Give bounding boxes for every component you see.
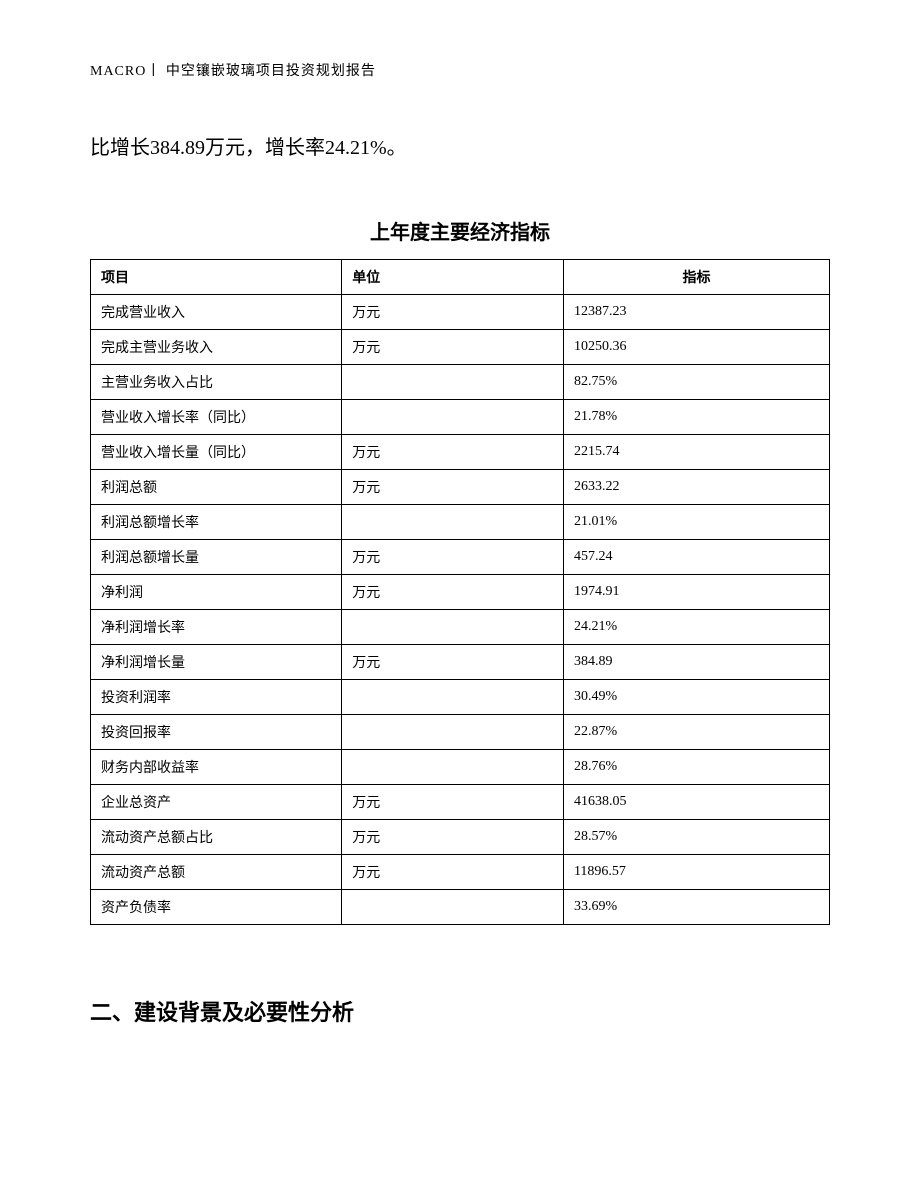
cell-item: 完成营业收入 — [91, 295, 342, 330]
cell-unit: 万元 — [342, 540, 564, 575]
cell-item: 投资回报率 — [91, 715, 342, 750]
cell-value: 33.69% — [563, 890, 829, 925]
cell-unit — [342, 400, 564, 435]
cell-value: 22.87% — [563, 715, 829, 750]
cell-unit — [342, 505, 564, 540]
page-header: MACRO丨 中空镶嵌玻璃项目投资规划报告 — [90, 60, 830, 80]
cell-unit — [342, 890, 564, 925]
col-header-value: 指标 — [563, 260, 829, 295]
cell-item: 利润总额增长率 — [91, 505, 342, 540]
table-row: 净利润增长率 24.21% — [91, 610, 830, 645]
cell-item: 营业收入增长率（同比） — [91, 400, 342, 435]
col-header-unit: 单位 — [342, 260, 564, 295]
cell-unit: 万元 — [342, 645, 564, 680]
table-row: 流动资产总额万元11896.57 — [91, 855, 830, 890]
cell-unit: 万元 — [342, 295, 564, 330]
table-row: 净利润万元1974.91 — [91, 575, 830, 610]
cell-item: 净利润增长量 — [91, 645, 342, 680]
cell-value: 30.49% — [563, 680, 829, 715]
cell-item: 企业总资产 — [91, 785, 342, 820]
cell-unit: 万元 — [342, 785, 564, 820]
cell-value: 21.01% — [563, 505, 829, 540]
cell-item: 流动资产总额占比 — [91, 820, 342, 855]
section-heading: 二、建设背景及必要性分析 — [90, 995, 830, 1027]
cell-item: 财务内部收益率 — [91, 750, 342, 785]
cell-unit — [342, 750, 564, 785]
cell-value: 12387.23 — [563, 295, 829, 330]
table-row: 完成主营业务收入万元10250.36 — [91, 330, 830, 365]
table-row: 营业收入增长量（同比）万元2215.74 — [91, 435, 830, 470]
table-row: 主营业务收入占比 82.75% — [91, 365, 830, 400]
cell-unit — [342, 715, 564, 750]
table-header-row: 项目 单位 指标 — [91, 260, 830, 295]
cell-unit: 万元 — [342, 575, 564, 610]
table-row: 净利润增长量万元384.89 — [91, 645, 830, 680]
cell-value: 28.76% — [563, 750, 829, 785]
table-row: 资产负债率 33.69% — [91, 890, 830, 925]
cell-value: 457.24 — [563, 540, 829, 575]
table-row: 利润总额增长量万元457.24 — [91, 540, 830, 575]
document-page: MACRO丨 中空镶嵌玻璃项目投资规划报告 比增长384.89万元，增长率24.… — [0, 0, 920, 1087]
cell-unit: 万元 — [342, 855, 564, 890]
cell-item: 营业收入增长量（同比） — [91, 435, 342, 470]
table-row: 利润总额增长率 21.01% — [91, 505, 830, 540]
cell-item: 利润总额增长量 — [91, 540, 342, 575]
table-row: 投资回报率 22.87% — [91, 715, 830, 750]
table-title: 上年度主要经济指标 — [90, 216, 830, 245]
cell-item: 投资利润率 — [91, 680, 342, 715]
cell-value: 2633.22 — [563, 470, 829, 505]
cell-value: 24.21% — [563, 610, 829, 645]
cell-item: 利润总额 — [91, 470, 342, 505]
table-row: 财务内部收益率 28.76% — [91, 750, 830, 785]
intro-paragraph: 比增长384.89万元，增长率24.21%。 — [90, 130, 830, 166]
cell-unit — [342, 680, 564, 715]
cell-value: 11896.57 — [563, 855, 829, 890]
table-row: 利润总额万元2633.22 — [91, 470, 830, 505]
table-row: 投资利润率 30.49% — [91, 680, 830, 715]
cell-item: 净利润增长率 — [91, 610, 342, 645]
cell-item: 资产负债率 — [91, 890, 342, 925]
cell-unit — [342, 365, 564, 400]
cell-value: 1974.91 — [563, 575, 829, 610]
cell-value: 2215.74 — [563, 435, 829, 470]
cell-unit: 万元 — [342, 820, 564, 855]
cell-item: 流动资产总额 — [91, 855, 342, 890]
economic-indicators-table: 项目 单位 指标 完成营业收入万元12387.23完成主营业务收入万元10250… — [90, 259, 830, 925]
cell-value: 28.57% — [563, 820, 829, 855]
cell-value: 41638.05 — [563, 785, 829, 820]
cell-value: 10250.36 — [563, 330, 829, 365]
table-row: 流动资产总额占比万元28.57% — [91, 820, 830, 855]
cell-item: 主营业务收入占比 — [91, 365, 342, 400]
cell-value: 82.75% — [563, 365, 829, 400]
col-header-item: 项目 — [91, 260, 342, 295]
cell-unit: 万元 — [342, 435, 564, 470]
table-row: 企业总资产万元41638.05 — [91, 785, 830, 820]
cell-item: 完成主营业务收入 — [91, 330, 342, 365]
cell-unit: 万元 — [342, 470, 564, 505]
cell-unit: 万元 — [342, 330, 564, 365]
table-body: 完成营业收入万元12387.23完成主营业务收入万元10250.36主营业务收入… — [91, 295, 830, 925]
cell-value: 21.78% — [563, 400, 829, 435]
cell-unit — [342, 610, 564, 645]
table-row: 营业收入增长率（同比） 21.78% — [91, 400, 830, 435]
cell-value: 384.89 — [563, 645, 829, 680]
cell-item: 净利润 — [91, 575, 342, 610]
table-row: 完成营业收入万元12387.23 — [91, 295, 830, 330]
